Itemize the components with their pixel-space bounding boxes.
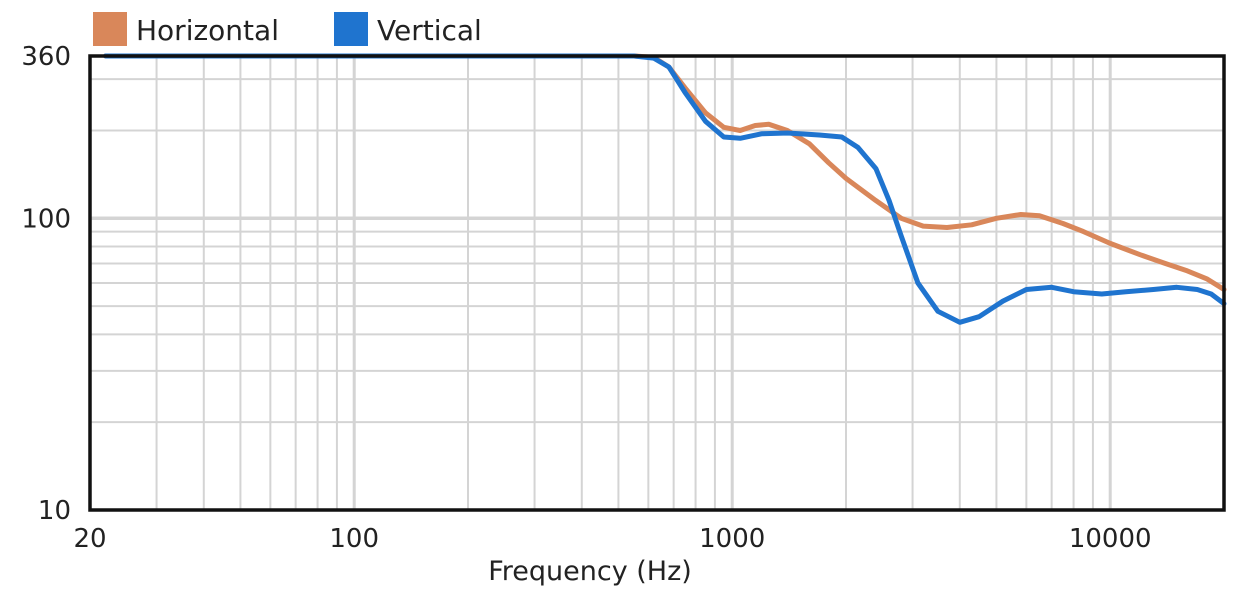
x-tick-label: 20	[73, 524, 106, 554]
x-axis-title: Frequency (Hz)	[488, 556, 692, 587]
y-axis-tick-labels: 10 100 360	[21, 42, 71, 526]
legend-swatch-horizontal	[93, 12, 127, 46]
series-line-vertical	[103, 53, 1227, 325]
grid	[89, 56, 1224, 510]
x-tick-label: 10000	[1069, 524, 1152, 554]
x-tick-label: 1000	[699, 524, 765, 554]
legend-label-horizontal: Horizontal	[136, 14, 279, 47]
series-layer	[103, 53, 1227, 325]
y-tick-label: 100	[21, 204, 71, 234]
x-tick-label: 100	[329, 524, 379, 554]
legend: Horizontal Vertical	[93, 12, 482, 47]
y-tick-label: 10	[38, 496, 71, 526]
y-tick-label: 360	[21, 42, 71, 72]
legend-swatch-vertical	[334, 12, 368, 46]
x-axis-tick-labels: 20 100 1000 10000	[73, 524, 1151, 554]
legend-label-vertical: Vertical	[377, 14, 482, 47]
plot-frame	[88, 54, 1226, 512]
series-line-horizontal	[103, 53, 1227, 292]
